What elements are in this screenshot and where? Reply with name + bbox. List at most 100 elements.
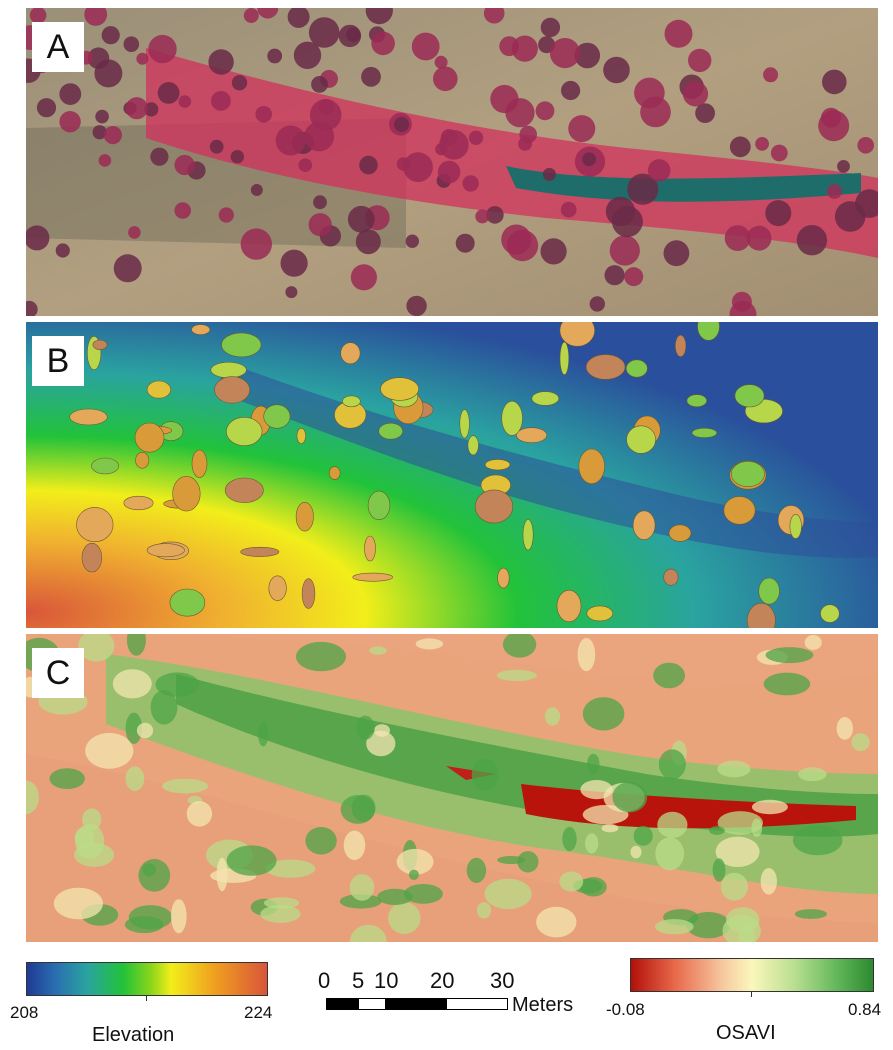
vegetation-patch: [804, 635, 822, 650]
canopy-object: [296, 428, 306, 444]
vegetation-patch: [655, 919, 694, 935]
tree-canopy: [231, 75, 248, 91]
vegetation-patch: [351, 794, 376, 822]
canopy-object: [484, 459, 511, 471]
canopy-object: [135, 452, 150, 469]
tree-canopy: [765, 200, 792, 227]
vegetation-patch: [162, 778, 208, 794]
tree-canopy: [634, 77, 665, 109]
panel-b-elevation-model: B: [26, 322, 878, 628]
panel-c-osavi-map: C: [26, 634, 878, 942]
tree-canopy: [95, 109, 109, 124]
scale-label-20: 20: [430, 968, 455, 993]
vegetation-patch: [630, 845, 642, 859]
tree-canopy: [475, 209, 490, 224]
panel-a-false-color-image: A: [26, 8, 878, 316]
tree-canopy: [26, 225, 50, 251]
canopy-object: [556, 589, 582, 623]
canopy-object: [226, 417, 263, 447]
canopy-object: [578, 448, 605, 485]
vegetation-patch: [388, 902, 421, 934]
tree-canopy: [568, 115, 596, 143]
vegetation-patch: [653, 662, 685, 689]
canopy-object: [820, 604, 840, 623]
tree-canopy: [499, 36, 520, 57]
tree-canopy: [59, 83, 82, 105]
tree-canopy: [609, 235, 640, 266]
canopy-object: [342, 395, 361, 408]
vegetation-patch: [75, 823, 105, 859]
elevation-max-label: 224: [244, 1003, 273, 1022]
canopy-object: [340, 342, 361, 365]
osavi-title: OSAVI: [716, 1022, 776, 1044]
canopy-object: [674, 334, 687, 357]
canopy-object: [191, 324, 211, 335]
tree-canopy: [542, 167, 556, 181]
canopy-object: [263, 404, 291, 429]
canopy-object: [789, 513, 802, 539]
vegetation-patch: [763, 672, 811, 696]
vegetation-patch: [260, 905, 301, 923]
vegetation-patch: [582, 697, 625, 731]
tree-canopy: [455, 233, 475, 253]
tree-canopy: [293, 41, 322, 69]
vegetation-patch: [497, 856, 526, 864]
canopy-object: [522, 519, 534, 551]
tree-canopy: [435, 143, 448, 156]
canopy-object: [501, 400, 523, 436]
canopy-object: [364, 535, 376, 562]
tree-canopy: [682, 81, 709, 107]
canopy-object: [734, 384, 765, 408]
vegetation-patch: [502, 634, 537, 658]
vegetation-patch: [171, 899, 187, 934]
scale-label-0: 0: [318, 968, 331, 993]
vegetation-patch: [577, 638, 596, 672]
canopy-object: [221, 332, 262, 358]
vegetation-patch: [751, 799, 788, 815]
tree-canopy: [574, 42, 601, 69]
vegetation-patch: [126, 634, 146, 656]
vegetation-patch: [377, 888, 413, 905]
tree-canopy: [468, 130, 484, 145]
panel-label-b: B: [32, 336, 84, 386]
vegetation-patch: [138, 859, 171, 892]
tree-canopy: [355, 229, 381, 255]
canopy-object: [92, 339, 108, 350]
vegetation-patch: [471, 758, 499, 791]
vegetation-patch: [125, 766, 145, 791]
canopy-object: [474, 489, 514, 524]
tree-canopy: [688, 48, 712, 73]
canopy-object: [268, 575, 287, 601]
tree-canopy: [174, 202, 191, 219]
tree-canopy: [365, 8, 393, 25]
tree-canopy: [103, 126, 122, 145]
vegetation-patch: [751, 818, 763, 837]
canopy-object: [697, 322, 720, 341]
tree-canopy: [770, 144, 788, 162]
tree-canopy: [405, 234, 419, 248]
tree-canopy: [394, 117, 410, 132]
vegetation-patch: [78, 634, 115, 662]
tree-canopy: [540, 238, 567, 265]
vegetation-patch: [305, 827, 337, 855]
tree-canopy: [440, 129, 458, 146]
tree-canopy: [123, 36, 140, 52]
canopy-object: [380, 377, 420, 401]
tree-canopy: [462, 175, 479, 192]
tree-canopy: [136, 52, 149, 65]
canopy-object: [585, 354, 626, 380]
scale-bar: [326, 998, 508, 1012]
tree-canopy: [280, 249, 308, 277]
tree-canopy: [208, 49, 234, 75]
canopy-object: [328, 466, 341, 480]
tree-canopy: [518, 137, 532, 151]
tree-canopy: [695, 103, 715, 123]
vegetation-patch: [349, 924, 387, 942]
vegetation-patch: [136, 722, 154, 739]
tree-canopy: [250, 184, 263, 196]
vegetation-patch: [536, 906, 577, 938]
panel-label-c: C: [32, 648, 84, 698]
tree-canopy: [483, 8, 505, 24]
vegetation-patch: [476, 902, 492, 919]
vegetation-patch: [265, 859, 316, 878]
